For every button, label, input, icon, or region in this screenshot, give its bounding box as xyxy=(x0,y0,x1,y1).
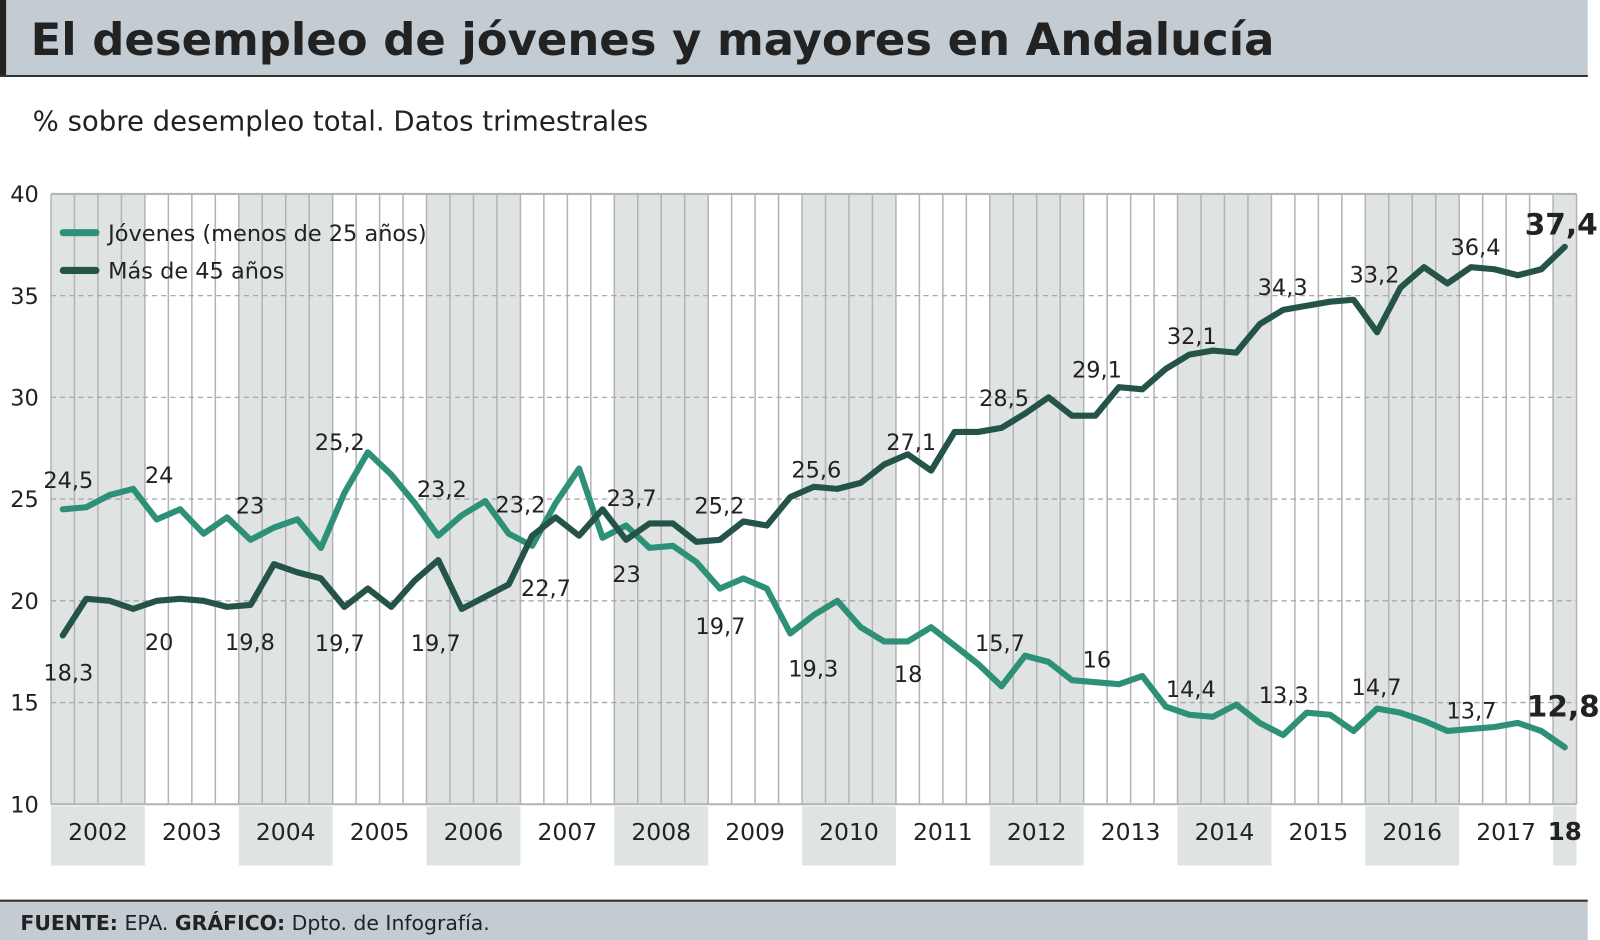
year-label-band xyxy=(614,806,709,866)
data-label-mayores: 27,1 xyxy=(886,430,936,456)
data-label-mayores: 28,5 xyxy=(979,386,1029,412)
x-tick-label: 2007 xyxy=(537,818,597,846)
x-tick-label: 2017 xyxy=(1476,818,1536,846)
data-label-jovenes: 16 xyxy=(1083,647,1112,673)
data-label-mayores: 29,1 xyxy=(1072,358,1122,384)
x-tick-label: 2010 xyxy=(819,818,879,846)
series-lines xyxy=(59,243,1568,751)
data-label-mayores: 23,7 xyxy=(607,486,657,512)
y-tick-label: 40 xyxy=(10,182,39,208)
data-label-jovenes: 23,2 xyxy=(417,477,467,503)
year-label-band xyxy=(51,806,145,866)
y-axis-ticks: 10 15 20 25 30 35 40 xyxy=(10,182,39,818)
data-label-jovenes: 13,3 xyxy=(1259,683,1309,709)
source-label: FUENTE: xyxy=(20,911,118,935)
y-tick-label: 15 xyxy=(10,691,39,717)
x-tick-label: 2013 xyxy=(1101,818,1161,846)
data-label-mayores: 25,2 xyxy=(694,493,744,519)
y-tick-label: 25 xyxy=(10,487,39,513)
data-label-jovenes: 12,8 xyxy=(1527,689,1600,723)
data-label-jovenes: 23,2 xyxy=(495,492,545,518)
x-tick-label: 2016 xyxy=(1382,818,1442,846)
y-tick-label: 10 xyxy=(10,792,39,818)
data-label-jovenes: 14,4 xyxy=(1166,677,1216,703)
year-label-band xyxy=(802,806,896,866)
data-label-jovenes: 15,7 xyxy=(975,631,1025,657)
y-tick-label: 30 xyxy=(10,386,39,412)
legend-label-mayores: Más de 45 años xyxy=(108,259,284,285)
data-label-jovenes: 18 xyxy=(894,662,923,688)
legend-label-jovenes: Jóvenes (menos de 25 años) xyxy=(106,221,426,247)
x-tick-label: 2006 xyxy=(444,818,504,846)
x-axis-labels: 2002 2003 2004 2005 2006 2007 2008 2009 2010 2011… xyxy=(68,817,1582,846)
source: EPA. xyxy=(118,911,175,935)
x-tick-label: 2002 xyxy=(68,818,128,846)
footer-bar xyxy=(0,900,1588,940)
data-label-mayores: 33,2 xyxy=(1350,263,1400,289)
data-label-jovenes: 19,3 xyxy=(788,657,838,683)
header-bar xyxy=(0,0,1588,76)
data-label-mayores: 36,4 xyxy=(1451,235,1501,261)
data-label-mayores: 19,7 xyxy=(411,631,461,657)
data-label-mayores: 19,7 xyxy=(315,631,365,657)
x-tick-label: 2008 xyxy=(631,818,691,846)
year-label-band xyxy=(1365,806,1460,866)
data-label-jovenes: 13,7 xyxy=(1446,699,1496,725)
data-label-mayores: 19,8 xyxy=(225,630,275,656)
data-label-mayores: 20 xyxy=(145,630,174,656)
x-tick-label: 2004 xyxy=(256,818,316,846)
legend: Jóvenes (menos de 25 años) Más de 45 año… xyxy=(59,221,427,285)
x-tick-label: 2015 xyxy=(1289,818,1349,846)
data-label-mayores: 32,1 xyxy=(1167,324,1217,350)
data-label-jovenes: 23 xyxy=(612,562,641,588)
data-label-mayores: 37,4 xyxy=(1525,208,1598,242)
x-tick-label: 2014 xyxy=(1195,818,1255,846)
year-label-band xyxy=(238,806,333,866)
data-label-mayores: 25,6 xyxy=(791,458,841,484)
graphic-credit: Dpto. de Infografía. xyxy=(285,911,490,935)
data-label-jovenes: 24,5 xyxy=(43,468,93,494)
data-label-mayores: 22,7 xyxy=(521,576,571,602)
y-tick-label: 35 xyxy=(10,284,39,310)
horizontal-gridlines xyxy=(51,192,1577,806)
year-label-band xyxy=(1553,806,1577,866)
page-title: El desempleo de jóvenes y mayores en And… xyxy=(31,13,1275,66)
year-label-band xyxy=(426,806,521,866)
data-labels: 24,5 24 23 25,2 23,2 23,2 23 19,7 19,3 18 15,7 16 14… xyxy=(43,208,1599,725)
data-label-mayores: 34,3 xyxy=(1258,275,1308,301)
data-label-jovenes: 19,7 xyxy=(695,614,745,640)
data-label-jovenes: 23 xyxy=(236,493,265,519)
graphic-label: GRÁFICO: xyxy=(175,910,285,935)
year-label-band xyxy=(989,806,1084,866)
year-bands xyxy=(51,193,1577,866)
x-tick-label: 18 xyxy=(1548,817,1582,846)
x-tick-label: 2012 xyxy=(1007,818,1067,846)
x-tick-label: 2003 xyxy=(162,818,222,846)
header-accent xyxy=(0,0,7,76)
x-tick-label: 2011 xyxy=(913,818,973,846)
data-label-jovenes: 25,2 xyxy=(315,430,365,456)
x-tick-label: 2005 xyxy=(350,818,410,846)
y-tick-label: 20 xyxy=(10,589,39,615)
year-label-band xyxy=(1177,806,1272,866)
subtitle: % sobre desempleo total. Datos trimestra… xyxy=(33,106,648,138)
data-label-jovenes: 24 xyxy=(145,463,174,489)
year-band xyxy=(1553,193,1577,805)
footer-credits: FUENTE: EPA. GRÁFICO: Dpto. de Infografí… xyxy=(20,910,489,935)
x-tick-label: 2009 xyxy=(725,818,785,846)
data-label-jovenes: 14,7 xyxy=(1352,675,1402,701)
data-label-mayores: 18,3 xyxy=(43,661,93,687)
